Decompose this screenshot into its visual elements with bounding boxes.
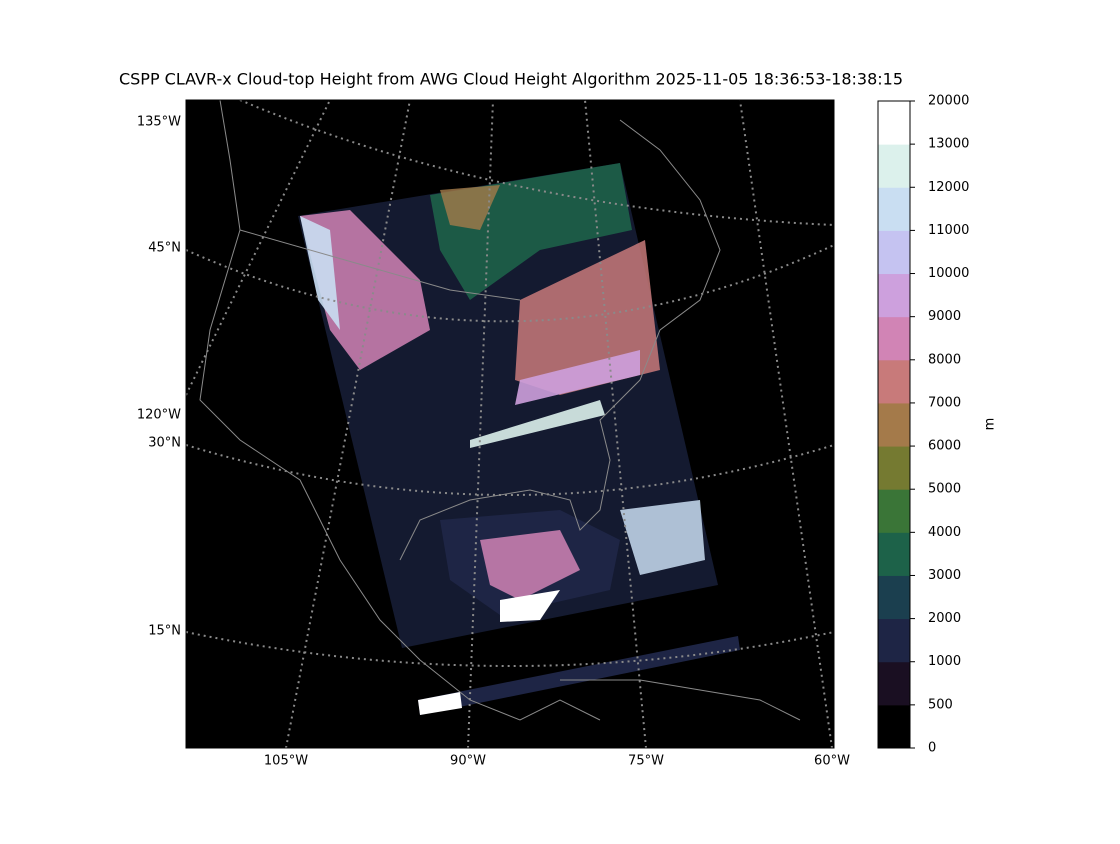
colorbar-tick-label: 3000 bbox=[928, 568, 961, 583]
colorbar-tick-label: 7000 bbox=[928, 395, 961, 410]
colorbar-tick-label: 13000 bbox=[928, 137, 969, 152]
lat-label: 15°N bbox=[148, 624, 181, 639]
colorbar-tick-label: 0 bbox=[928, 741, 936, 756]
colorbar-segment bbox=[878, 704, 910, 749]
colorbar-segment bbox=[878, 618, 910, 663]
colorbar-segment bbox=[878, 359, 910, 404]
colorbar-segment bbox=[878, 101, 910, 145]
map-frame bbox=[185, 99, 835, 749]
lon-label: 90°W bbox=[450, 754, 486, 769]
colorbar-tick-label: 9000 bbox=[928, 309, 961, 324]
colorbar-tick-label: 8000 bbox=[928, 352, 961, 367]
lat-label: 45°N bbox=[148, 241, 181, 256]
colorbar-segment bbox=[878, 446, 910, 490]
colorbar-tick-label: 4000 bbox=[928, 525, 961, 540]
lon-label: 75°W bbox=[628, 754, 664, 769]
colorbar-segment bbox=[878, 144, 910, 188]
coastlines bbox=[199, 100, 801, 721]
colorbar-frame bbox=[877, 100, 911, 749]
colorbar-segment bbox=[878, 316, 910, 361]
colorbar-tick-label: 2000 bbox=[928, 611, 961, 626]
colorbar-segment bbox=[878, 273, 910, 318]
colorbar-segment bbox=[878, 661, 910, 706]
lon-label: 60°W bbox=[814, 754, 850, 769]
lat-label: 120°W bbox=[137, 408, 181, 423]
colorbar-tick-label: 500 bbox=[928, 697, 953, 712]
colorbar-segment bbox=[878, 402, 910, 447]
lat-label: 30°N bbox=[148, 436, 181, 451]
colorbar-tick-label: 10000 bbox=[928, 266, 969, 281]
colorbar-tick-label: 1000 bbox=[928, 654, 961, 669]
colorbar-segment bbox=[878, 532, 910, 576]
colorbar-tick-label: 5000 bbox=[928, 482, 961, 497]
colorbar-tick-label: 20000 bbox=[928, 94, 969, 109]
colorbar-label: m bbox=[983, 418, 998, 431]
lon-label: 105°W bbox=[264, 754, 308, 769]
colorbar-segment bbox=[878, 187, 910, 231]
colorbar-segment bbox=[878, 575, 910, 620]
swath bbox=[298, 163, 740, 715]
title: CSPP CLAVR-x Cloud-top Height from AWG C… bbox=[119, 70, 903, 89]
lat-label: 135°W bbox=[137, 115, 181, 130]
colorbar-segment bbox=[878, 489, 910, 533]
graticule bbox=[186, 100, 834, 748]
colorbar-tick-label: 6000 bbox=[928, 439, 961, 454]
colorbar-tick-label: 12000 bbox=[928, 180, 969, 195]
map bbox=[185, 99, 835, 749]
colorbar-tick-label: 11000 bbox=[928, 223, 969, 238]
colorbar-segment bbox=[878, 230, 910, 275]
